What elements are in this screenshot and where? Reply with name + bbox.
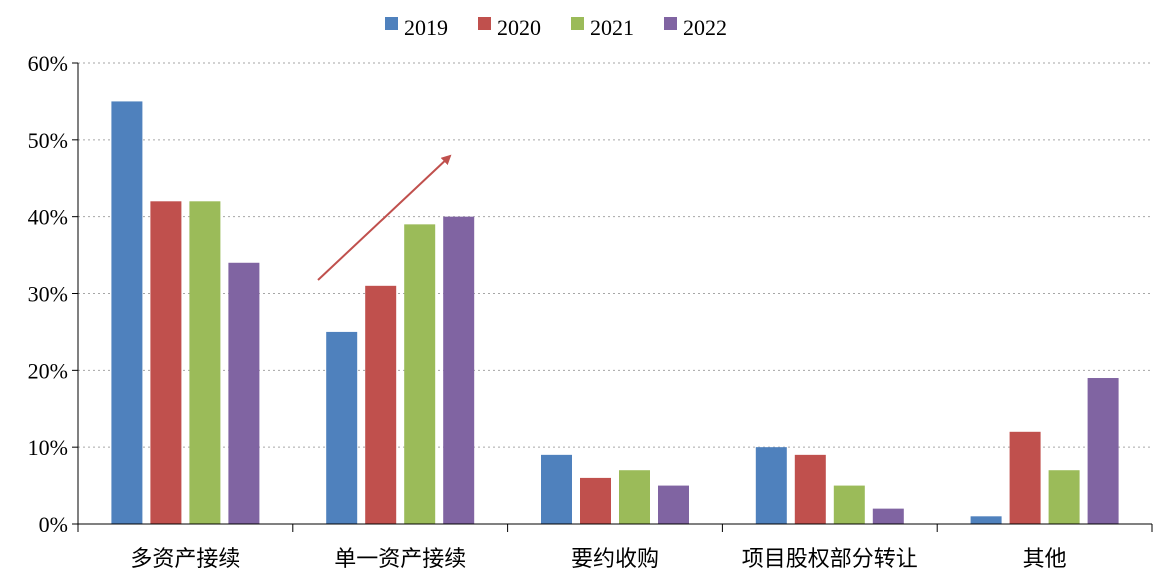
bar-2021-1: [404, 224, 436, 524]
bar-2019-4: [970, 516, 1002, 524]
trend-arrow: [317, 154, 452, 281]
y-tick-label: 0%: [39, 512, 68, 537]
legend: 2019 2020 2021 2022: [385, 15, 727, 40]
x-category-label: 单一资产接续: [334, 547, 466, 572]
bar-2019-0: [111, 101, 143, 525]
y-tick-label: 10%: [28, 435, 68, 460]
bar-2021-0: [189, 201, 221, 525]
gridlines: [78, 62, 1152, 448]
bar-2019-3: [755, 447, 787, 524]
legend-label-2021: 2021: [590, 15, 634, 40]
legend-swatch-2022: [664, 17, 677, 30]
legend-label-2022: 2022: [683, 15, 727, 40]
bar-2022-2: [658, 485, 689, 524]
bar-2021-4: [1048, 470, 1080, 524]
x-axis: 多资产接续 单一资产接续 要约收购 项目股权部分转让 其他: [77, 523, 1153, 572]
bar-2022-3: [872, 508, 904, 524]
y-tick-label: 40%: [28, 205, 68, 230]
bar-2020-1: [365, 285, 397, 524]
x-category-label: 要约收购: [571, 547, 659, 572]
y-tick-label: 30%: [28, 282, 68, 307]
x-category-label: 其他: [1023, 547, 1067, 572]
legend-swatch-2021: [571, 17, 584, 30]
x-category-label: 多资产接续: [130, 547, 240, 572]
legend-swatch-2019: [385, 17, 398, 30]
y-tick-label: 50%: [28, 128, 68, 153]
bar-2020-2: [580, 477, 611, 524]
y-tick-label: 20%: [28, 358, 68, 383]
bar-2020-4: [1009, 431, 1041, 524]
bar-2021-2: [619, 470, 650, 524]
bar-2021-3: [833, 485, 865, 524]
bar-2022-1: [443, 216, 475, 524]
legend-label-2020: 2020: [497, 15, 541, 40]
y-tick-label: 60%: [28, 51, 68, 76]
bar-2022-4: [1087, 378, 1119, 524]
x-category-label: 项目股权部分转让: [742, 547, 918, 572]
bar-2020-3: [794, 454, 826, 524]
bar-2020-0: [150, 201, 182, 525]
bar-2019-1: [326, 331, 358, 524]
legend-swatch-2020: [478, 17, 491, 30]
bars: [111, 101, 1119, 525]
legend-label-2019: 2019: [404, 15, 448, 40]
bar-2022-0: [228, 262, 260, 524]
y-axis: 0% 10% 20% 30% 40% 50% 60%: [28, 51, 79, 537]
bar-2019-2: [541, 454, 572, 524]
